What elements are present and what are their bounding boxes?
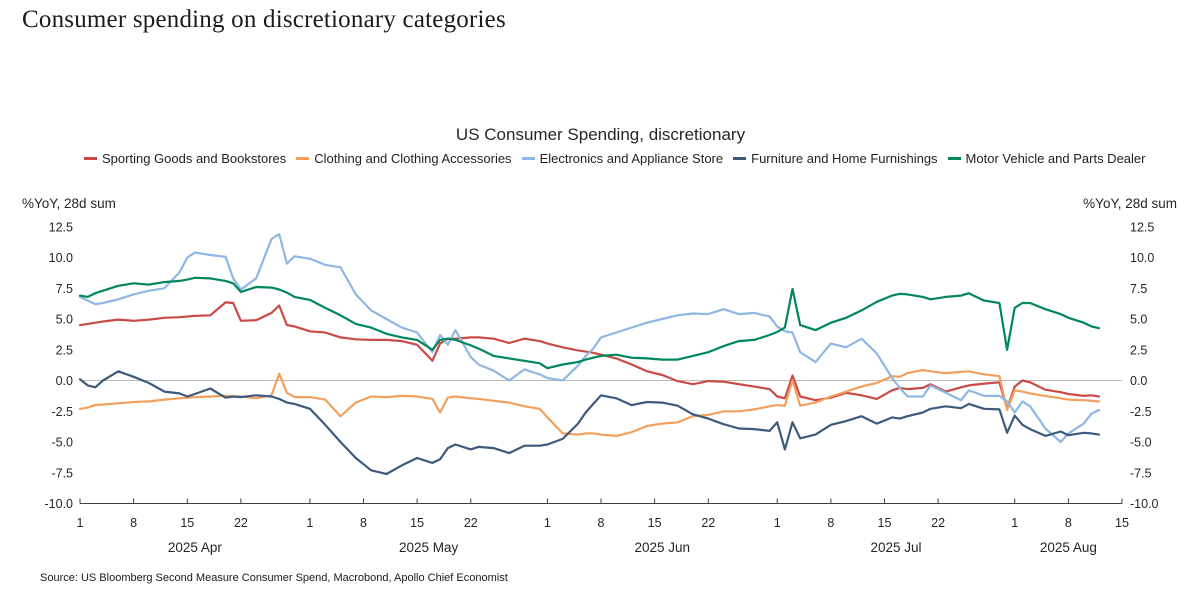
legend-label: Sporting Goods and Bookstores: [102, 151, 287, 166]
legend-label: Electronics and Appliance Store: [539, 151, 724, 166]
y-tick-label-left: 2.5: [56, 343, 73, 357]
x-tick-label: 8: [598, 516, 605, 530]
x-tick-label: 1: [544, 516, 551, 530]
x-month-label: 2025 May: [399, 540, 459, 555]
y-tick-label-right: -5.0: [1130, 436, 1152, 450]
legend-label: Motor Vehicle and Parts Dealer: [965, 151, 1146, 166]
y-tick-label-right: 10.0: [1130, 251, 1154, 265]
x-tick-label: 1: [77, 516, 84, 530]
x-tick-label: 22: [464, 516, 478, 530]
y-tick-label-right: -10.0: [1130, 497, 1159, 511]
x-tick-label: 8: [130, 516, 137, 530]
legend-swatch-icon: [947, 157, 961, 160]
x-month-label: 2025 Jul: [870, 540, 921, 555]
source-note: Source: US Bloomberg Second Measure Cons…: [40, 572, 508, 584]
y-tick-label-right: 12.5: [1130, 220, 1154, 234]
series-line-motor-vehicle-and-parts-dealer: [78, 276, 1101, 370]
legend-swatch-icon: [521, 157, 535, 160]
y-tick-label-right: 2.5: [1130, 343, 1147, 357]
x-tick-label: 1: [306, 516, 313, 530]
y-axis-caption-right: %YoY, 28d sum: [1083, 196, 1177, 211]
x-month-label: 2025 Aug: [1040, 540, 1097, 555]
legend-swatch-icon: [84, 157, 97, 160]
x-tick-label: 22: [931, 516, 945, 530]
y-tick-label-right: 0.0: [1130, 374, 1147, 388]
line-chart-plot: 1 8 15 22 1 8 15 22 1 8 15 22 1 8 15 22 1 8 15 2025 Apr 2025…: [45, 220, 1159, 555]
legend-item-motor-vehicle-and-parts-dealer: Motor Vehicle and Parts Dealer: [947, 149, 1146, 168]
legend-swatch-icon: [733, 157, 747, 160]
legend-item-furniture-and-home-furnishings: Furniture and Home Furnishings: [733, 149, 938, 168]
x-tick-label: 8: [827, 516, 834, 530]
series-line-clothing-and-clothing-accessories: [78, 368, 1101, 437]
y-tick-label-left: 7.5: [56, 282, 73, 296]
chart-title: US Consumer Spending, discretionary: [455, 125, 746, 144]
x-tick-label: 15: [180, 516, 194, 530]
x-tick-label: 15: [1115, 516, 1129, 530]
x-tick-label: 8: [360, 516, 367, 530]
y-tick-label-right: 7.5: [1130, 282, 1147, 296]
legend-item-electronics-and-appliance-store: Electronics and Appliance Store: [521, 149, 724, 168]
series-line-electronics-and-appliance-store: [78, 233, 1101, 444]
x-tick-label: 22: [701, 516, 715, 530]
legend-item-clothing-and-clothing-accessories: Clothing and Clothing Accessories: [296, 149, 512, 168]
y-tick-label-left: -7.5: [51, 466, 73, 480]
y-tick-label-left: -5.0: [51, 436, 73, 450]
y-tick-label-left: 10.0: [49, 251, 73, 265]
legend-swatch-icon: [296, 157, 310, 160]
y-tick-label-left: 5.0: [56, 313, 73, 327]
y-tick-label-right: 5.0: [1130, 313, 1147, 327]
y-axis-caption-left: %YoY, 28d sum: [22, 196, 116, 211]
legend-label: Furniture and Home Furnishings: [751, 151, 938, 166]
x-tick-label: 15: [878, 516, 892, 530]
series-line-furniture-and-home-furnishings: [78, 370, 1101, 476]
x-month-label: 2025 Apr: [168, 540, 223, 555]
x-tick-label: 1: [774, 516, 781, 530]
y-tick-label-left: 0.0: [56, 374, 73, 388]
legend-label: Clothing and Clothing Accessories: [314, 151, 512, 166]
y-tick-label-right: -7.5: [1130, 466, 1152, 480]
chart-legend: Sporting Goods and Bookstores Clothing an…: [84, 149, 1194, 168]
y-tick-label-left: 12.5: [49, 220, 73, 234]
x-tick-label: 15: [648, 516, 662, 530]
x-tick-label: 15: [410, 516, 424, 530]
y-tick-label-left: -10.0: [45, 497, 74, 511]
y-tick-label-left: -2.5: [51, 405, 73, 419]
x-tick-label: 22: [234, 516, 248, 530]
page-title: Consumer spending on discretionary categ…: [22, 6, 506, 33]
x-tick-label: 8: [1065, 516, 1072, 530]
x-tick-label: 1: [1011, 516, 1018, 530]
legend-item-sporting-goods-and-bookstores: Sporting Goods and Bookstores: [84, 149, 286, 168]
x-month-label: 2025 Jun: [635, 540, 691, 555]
y-tick-label-right: -2.5: [1130, 405, 1152, 419]
